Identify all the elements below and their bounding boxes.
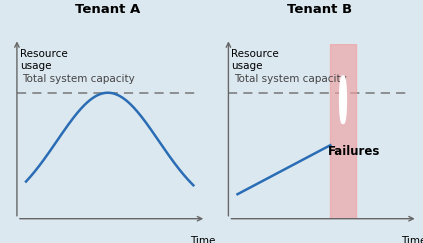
Text: Resource
usage: Resource usage	[231, 49, 279, 71]
Text: Resource
usage: Resource usage	[19, 49, 67, 71]
Text: Failures: Failures	[328, 145, 380, 158]
Circle shape	[341, 77, 345, 122]
Text: Tenant B: Tenant B	[287, 3, 352, 16]
Bar	[330, 44, 356, 219]
Text: Time: Time	[190, 236, 215, 243]
Text: Time: Time	[401, 236, 423, 243]
Text: Total system capacity: Total system capacity	[234, 74, 346, 84]
Text: Tenant A: Tenant A	[75, 3, 140, 16]
Text: Total system capacity: Total system capacity	[22, 74, 135, 84]
